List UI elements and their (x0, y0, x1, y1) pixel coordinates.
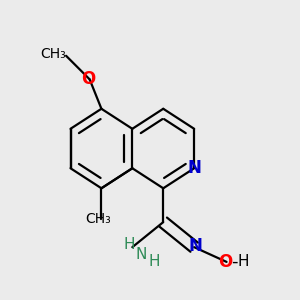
Text: O: O (218, 253, 232, 271)
Text: N: N (189, 237, 202, 255)
Text: O: O (81, 70, 95, 88)
Text: N: N (187, 159, 201, 177)
Text: CH₃: CH₃ (40, 47, 66, 61)
Text: H: H (149, 254, 160, 269)
Text: -: - (231, 253, 238, 271)
Text: CH₃: CH₃ (85, 212, 111, 226)
Text: H: H (237, 254, 248, 269)
Text: N: N (136, 247, 147, 262)
Text: H: H (124, 237, 135, 252)
